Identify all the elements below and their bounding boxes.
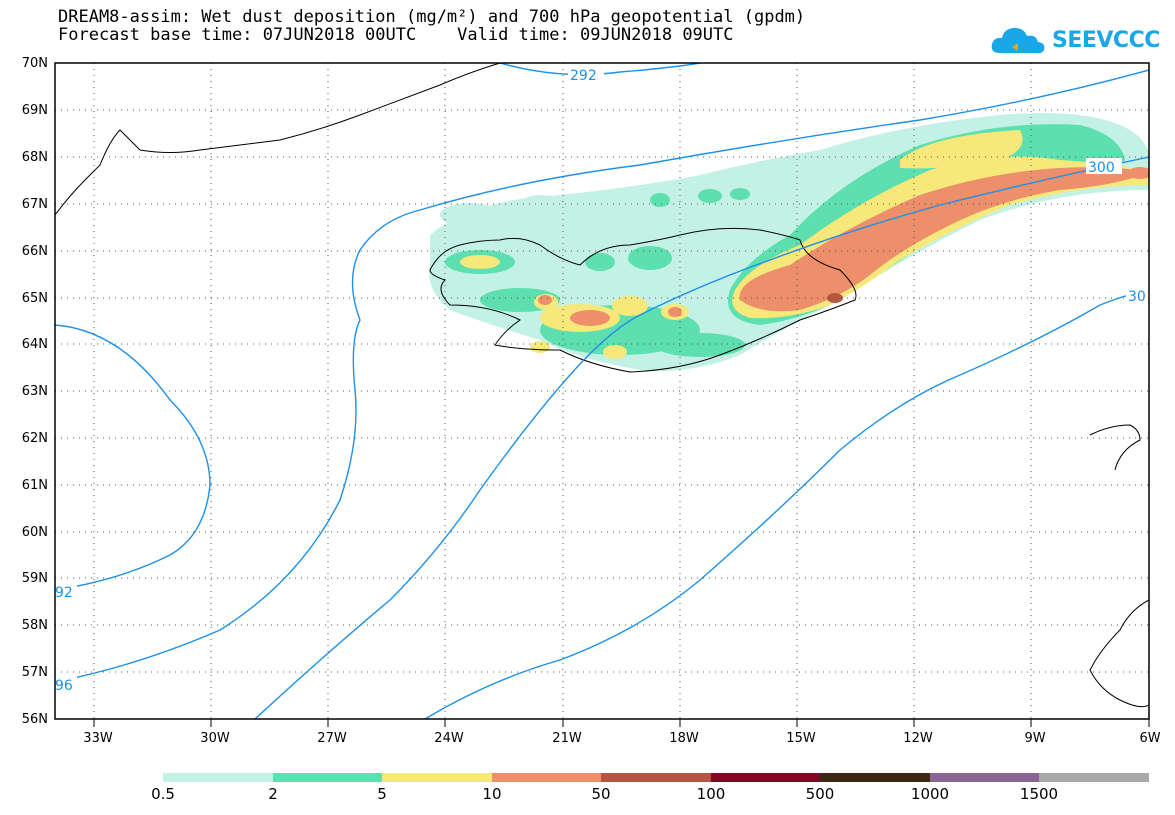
lat-label-57n: 57N [21, 665, 48, 680]
lat-label-65n: 65N [21, 291, 48, 306]
lon-label-21w: 21W [552, 731, 582, 746]
legend-swatch-2 [272, 773, 382, 782]
contour-label-296-left: 96 [55, 678, 73, 694]
contour-304 [424, 289, 1149, 719]
map-area: 292 300 30 92 96 [55, 63, 1149, 719]
lat-label-56n: 56N [21, 712, 48, 727]
lat-label-70n: 70N [21, 56, 48, 71]
legend-swatch-9 [1039, 773, 1149, 782]
coast-greenland [55, 63, 501, 216]
legend-label-1000: 1000 [910, 785, 950, 803]
contour-labels: 292 300 30 92 96 [55, 66, 1149, 694]
lat-label-64n: 64N [21, 337, 48, 352]
legend-label-2: 2 [268, 785, 278, 803]
lat-label-69n: 69N [21, 103, 48, 118]
geopotential-contours [55, 63, 1149, 719]
lon-label-12w: 12W [903, 731, 933, 746]
lon-label-15w: 15W [786, 731, 816, 746]
contour-300 [254, 156, 1149, 719]
contour-292-top [499, 63, 701, 76]
lon-label-24w: 24W [434, 731, 464, 746]
lat-label-62n: 62N [21, 431, 48, 446]
contour-292-left [55, 324, 211, 591]
lat-label-67n: 67N [21, 197, 48, 212]
contour-label-304: 30 [1128, 289, 1146, 305]
lat-label-59n: 59N [21, 571, 48, 586]
coast-iceland [429, 227, 857, 373]
contour-label-292: 292 [570, 68, 597, 84]
axis-ticks [93, 719, 1150, 727]
legend-label-1500: 1500 [1019, 785, 1059, 803]
legend-swatch-5 [601, 773, 711, 782]
lat-label-66n: 66N [21, 244, 48, 259]
legend-swatch-7 [820, 773, 930, 782]
legend-label-10: 10 [482, 785, 502, 803]
chart-title-line1: DREAM8-assim: Wet dust deposition (mg/m²… [58, 7, 806, 27]
lon-label-30w: 30W [200, 731, 230, 746]
legend-label-50: 50 [591, 785, 611, 803]
lat-label-63n: 63N [21, 384, 48, 399]
legend-swatch-1 [163, 773, 273, 782]
contour-label-292-left: 92 [55, 585, 73, 601]
lon-label-33w: 33W [83, 731, 113, 746]
grid-lines [55, 63, 1149, 719]
lat-label-68n: 68N [21, 150, 48, 165]
coast-scotland [1089, 599, 1149, 708]
coastline [55, 63, 1149, 708]
chart-title-line2: Forecast base time: 07JUN2018 00UTC Vali… [58, 25, 734, 45]
lat-label-60n: 60N [21, 525, 48, 540]
legend-label-5: 5 [377, 785, 387, 803]
contour-296 [55, 69, 1149, 683]
legend-label-500: 500 [805, 785, 835, 803]
cloud-icon [991, 28, 1045, 54]
lon-label-18w: 18W [669, 731, 699, 746]
lon-label-6w: 6W [1139, 731, 1161, 746]
logo-text: SEEVCCC [1052, 27, 1160, 53]
legend-label-100: 100 [696, 785, 726, 803]
lon-label-27w: 27W [317, 731, 347, 746]
legend-swatch-3 [382, 773, 492, 782]
legend-label-0-5: 0.5 [151, 785, 175, 803]
dust-plume-10 [538, 167, 1149, 326]
lon-label-9w: 9W [1024, 731, 1046, 746]
lat-label-58n: 58N [21, 618, 48, 633]
lat-label-61n: 61N [21, 478, 48, 493]
map-frame [54, 62, 1150, 720]
legend-swatch-6 [710, 773, 820, 782]
seevccc-logo: SEEVCCC [990, 20, 1160, 60]
legend-swatch-8 [929, 773, 1039, 782]
contour-label-300: 300 [1088, 160, 1115, 176]
legend-swatch-4 [491, 773, 601, 782]
color-legend [163, 773, 1149, 782]
coast-faroe [1089, 424, 1141, 471]
